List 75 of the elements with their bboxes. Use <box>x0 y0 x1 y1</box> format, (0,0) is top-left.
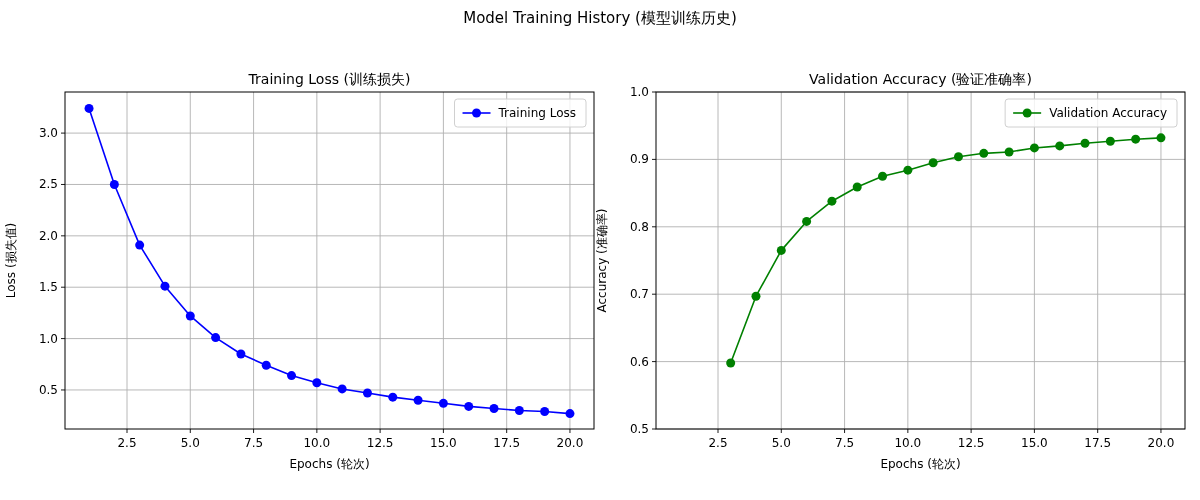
point <box>1131 134 1141 144</box>
x-tick-label: 17.5 <box>1084 436 1112 450</box>
x-tick-label: 12.5 <box>366 436 394 450</box>
x-tick-label: 2.5 <box>117 436 137 450</box>
point <box>979 148 989 158</box>
point <box>438 398 448 408</box>
y-tick-label: 3.0 <box>38 126 58 141</box>
point <box>413 395 423 405</box>
point <box>211 333 221 343</box>
point <box>1055 141 1065 151</box>
point <box>514 406 524 416</box>
point <box>312 378 322 388</box>
x-axis-title: Epochs (轮次) <box>880 457 961 471</box>
point <box>878 171 888 181</box>
point <box>903 165 913 175</box>
legend-label: Training Loss <box>497 106 576 120</box>
y-tick-label: 0.5 <box>38 382 58 397</box>
x-tick-label: 10.0 <box>894 436 922 450</box>
point <box>236 349 246 359</box>
point <box>489 403 499 413</box>
point <box>109 179 119 189</box>
y-tick-label: 0.7 <box>629 287 649 302</box>
point <box>726 358 736 368</box>
x-tick-label: 20.0 <box>1147 436 1175 450</box>
point <box>540 407 550 417</box>
y-tick-label: 0.9 <box>629 152 649 167</box>
point <box>776 245 786 255</box>
y-tick-label: 2.0 <box>38 228 58 243</box>
point <box>135 240 145 250</box>
y-tick-label: 0.5 <box>629 422 649 436</box>
point <box>185 311 195 321</box>
point <box>337 384 347 394</box>
point <box>565 409 575 419</box>
point <box>1004 147 1014 157</box>
point <box>261 360 271 370</box>
point <box>802 216 812 226</box>
x-tick-label: 7.5 <box>244 436 264 450</box>
point <box>852 182 862 192</box>
point <box>928 158 938 168</box>
legend-label: Validation Accuracy <box>1049 106 1167 120</box>
point <box>287 371 297 381</box>
text: Model Training History (模型训练历史) <box>463 9 737 27</box>
point <box>751 291 761 301</box>
x-tick-label: 7.5 <box>835 436 855 450</box>
y-axis-title: Accuracy (准确率) <box>595 208 609 313</box>
x-tick-label: 15.0 <box>1021 436 1048 450</box>
y-tick-label: 1.5 <box>38 280 58 295</box>
point <box>1105 136 1115 146</box>
point <box>1029 143 1039 153</box>
x-tick-label: 10.0 <box>303 436 331 450</box>
x-axis-title: Epochs (轮次) <box>289 457 370 471</box>
y-tick-label: 2.5 <box>38 177 58 192</box>
point <box>362 388 372 398</box>
point <box>388 392 398 402</box>
point <box>827 196 837 206</box>
point <box>953 152 963 162</box>
y-tick-label: 1.0 <box>629 85 649 99</box>
x-tick-label: 5.0 <box>771 436 791 450</box>
chart-title: Training Loss (训练损失) <box>247 71 411 87</box>
y-tick-label: 0.6 <box>629 354 649 369</box>
point <box>1156 133 1166 143</box>
x-tick-label: 17.5 <box>493 436 521 450</box>
x-tick-label: 12.5 <box>957 436 985 450</box>
point <box>84 103 94 113</box>
x-tick-label: 20.0 <box>556 436 584 450</box>
point <box>1080 138 1090 148</box>
x-tick-label: 2.5 <box>708 436 728 450</box>
y-tick-label: 1.0 <box>38 331 58 346</box>
y-tick-label: 0.8 <box>629 219 649 234</box>
point <box>464 401 474 411</box>
y-axis-title: Loss (损失值) <box>4 222 18 299</box>
x-tick-label: 15.0 <box>430 436 457 450</box>
point <box>160 281 170 291</box>
chart-title: Validation Accuracy (验证准确率) <box>809 71 1032 87</box>
x-tick-label: 5.0 <box>180 436 200 450</box>
